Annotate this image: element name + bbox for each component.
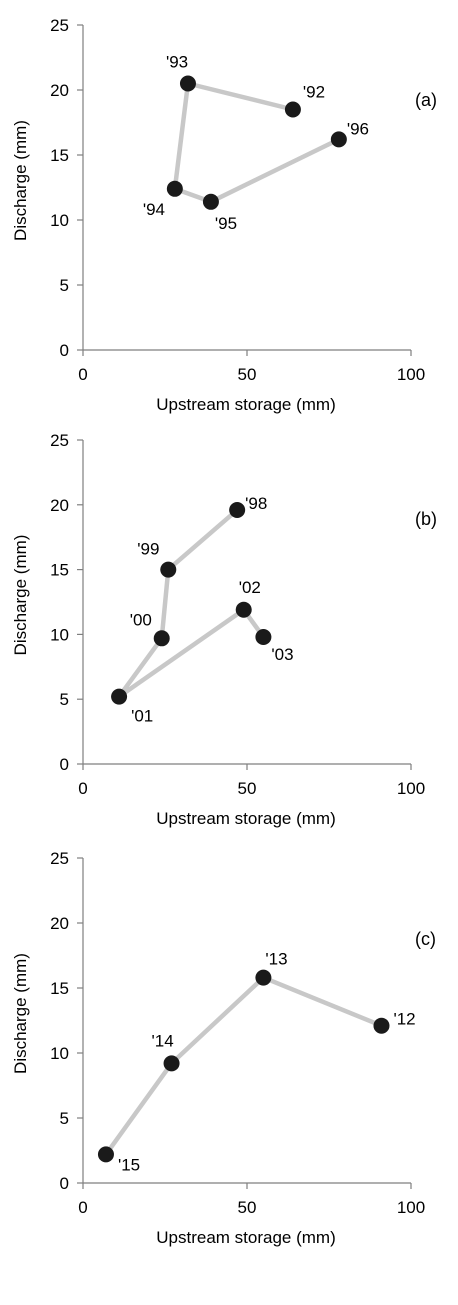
y-tick-label: 25 xyxy=(50,431,69,450)
x-tick-label: 0 xyxy=(78,779,87,798)
chart-panel-b: 0 5 10 15 20 25 0 50 100 Upstream storage (mm) Dis… xyxy=(11,431,437,828)
x-tick-label: 0 xyxy=(78,1198,87,1217)
y-axis-title: Discharge (mm) xyxy=(11,120,30,241)
y-tick-label: 5 xyxy=(60,276,69,295)
data-point-label: '12 xyxy=(393,1010,415,1029)
y-tick-label: 15 xyxy=(50,561,69,580)
y-tick-label: 0 xyxy=(60,1174,69,1193)
data-point-marker xyxy=(153,630,170,647)
data-point-label: '00 xyxy=(130,610,152,629)
data-point-label: '92 xyxy=(303,83,325,102)
data-point-marker xyxy=(229,501,246,518)
data-point-label: '02 xyxy=(239,578,261,597)
data-point-label: '15 xyxy=(118,1155,140,1174)
y-tick-label: 20 xyxy=(50,914,69,933)
chart-panel-c: 0 5 10 15 20 25 0 50 100 Upstream storage (mm) Dis… xyxy=(11,849,436,1247)
data-point-marker xyxy=(255,628,272,645)
data-point-marker xyxy=(160,561,177,578)
x-axis-title: Upstream storage (mm) xyxy=(156,395,335,414)
x-tick-label: 50 xyxy=(238,365,257,384)
data-point-marker xyxy=(97,1146,114,1163)
series-line xyxy=(103,975,384,1157)
data-point-label: '01 xyxy=(131,707,153,726)
y-tick-label: 20 xyxy=(50,496,69,515)
data-point-marker xyxy=(255,969,272,986)
data-point-marker xyxy=(373,1017,390,1034)
data-point-label: '98 xyxy=(245,494,267,513)
data-point-label: '94 xyxy=(143,200,165,219)
y-tick-label: 20 xyxy=(50,81,69,100)
data-point-marker xyxy=(330,131,347,148)
y-axis-title: Discharge (mm) xyxy=(11,535,30,656)
data-point-marker xyxy=(202,193,219,210)
data-point-label: '03 xyxy=(271,645,293,664)
y-tick-label: 10 xyxy=(50,625,69,644)
x-tick-label: 0 xyxy=(78,365,87,384)
y-tick-label: 0 xyxy=(60,341,69,360)
y-tick-label: 10 xyxy=(50,211,69,230)
panel-label: (b) xyxy=(415,509,437,529)
data-point-label: '13 xyxy=(265,950,287,969)
y-tick-label: 25 xyxy=(50,849,69,868)
y-tick-label: 10 xyxy=(50,1044,69,1063)
data-point-marker xyxy=(111,688,128,705)
y-tick-label: 5 xyxy=(60,1109,69,1128)
x-axis-title: Upstream storage (mm) xyxy=(156,1228,335,1247)
y-tick-label: 25 xyxy=(50,16,69,35)
y-tick-label: 15 xyxy=(50,146,69,165)
data-point-marker xyxy=(163,1055,180,1072)
y-tick-label: 15 xyxy=(50,979,69,998)
chart-panel-a: 0 5 10 15 20 25 0 50 100 Upstream storage (mm) Dis… xyxy=(11,16,437,414)
data-point-label: '96 xyxy=(347,119,369,138)
y-axis-title: Discharge (mm) xyxy=(11,953,30,1074)
data-point-label: '95 xyxy=(215,214,237,233)
x-tick-label: 100 xyxy=(397,365,425,384)
x-tick-label: 100 xyxy=(397,1198,425,1217)
data-point-label: '99 xyxy=(137,540,159,559)
data-point-marker xyxy=(166,180,183,197)
x-tick-label: 100 xyxy=(397,779,425,798)
data-point-marker xyxy=(284,101,301,118)
data-point-marker xyxy=(179,75,196,92)
y-tick-label: 5 xyxy=(60,690,69,709)
panel-label: (a) xyxy=(415,90,437,110)
y-tick-label: 0 xyxy=(60,755,69,774)
panel-label: (c) xyxy=(415,929,436,949)
x-axis-title: Upstream storage (mm) xyxy=(156,809,335,828)
x-tick-label: 50 xyxy=(238,1198,257,1217)
x-tick-label: 50 xyxy=(238,779,257,798)
data-point-label: '93 xyxy=(166,53,188,72)
data-point-label: '14 xyxy=(152,1031,174,1050)
data-point-marker xyxy=(235,601,252,618)
